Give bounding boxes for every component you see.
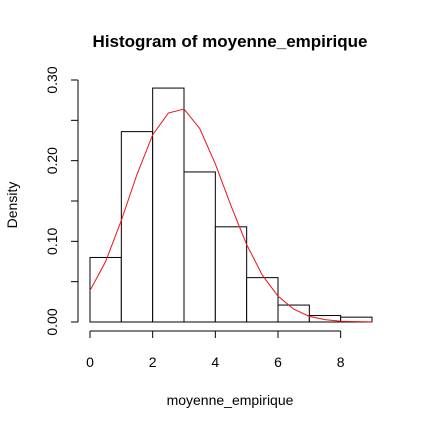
y-axis-label: Density — [4, 182, 20, 229]
histogram-bar-4 — [214, 226, 248, 323]
chart-title: Histogram of moyenne_empirique — [93, 32, 368, 51]
y-axis: 0.00 0.10 0.20 0.30 — [44, 66, 79, 336]
density-curve — [89, 108, 373, 323]
x-axis: 0 2 4 6 8 — [86, 330, 345, 370]
y-tick-label-1: 0.10 — [44, 227, 60, 254]
x-tick-label-4: 8 — [337, 354, 345, 370]
histogram-bar-3 — [183, 171, 216, 323]
x-tick-label-2: 4 — [211, 354, 219, 370]
histogram-bar-0 — [89, 256, 122, 323]
histogram-bar-2 — [152, 87, 185, 323]
y-tick-label-0: 0.00 — [44, 308, 60, 335]
x-tick-label-3: 6 — [274, 354, 282, 370]
x-tick-label-1: 2 — [149, 354, 157, 370]
x-tick-label-0: 0 — [86, 354, 94, 370]
histogram-bars — [89, 87, 373, 323]
histogram-bar-5 — [246, 277, 279, 323]
x-axis-label: moyenne_empirique — [167, 392, 294, 408]
density-curve-group — [89, 108, 373, 323]
histogram-bar-6 — [277, 304, 310, 323]
y-tick-label-2: 0.20 — [44, 147, 60, 174]
y-tick-label-3: 0.30 — [44, 66, 60, 93]
histogram-bar-1 — [120, 131, 154, 323]
